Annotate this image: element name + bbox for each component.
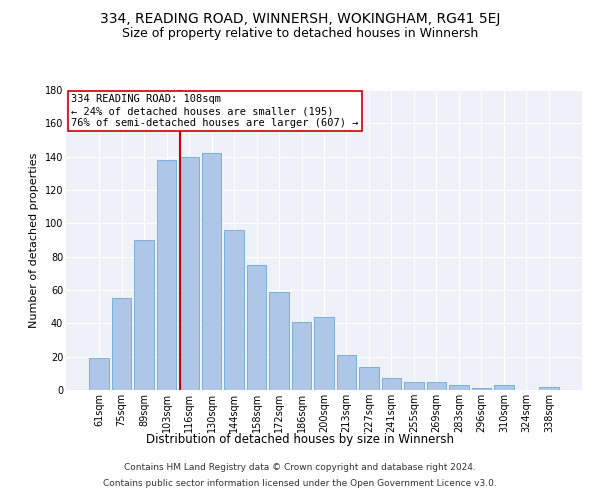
Bar [202,154,221,390]
Bar [449,385,469,390]
Bar [89,358,109,390]
Text: Distribution of detached houses by size in Winnersh: Distribution of detached houses by size … [146,432,454,446]
Bar [427,382,446,390]
Bar [157,160,176,390]
Bar [494,385,514,390]
Bar [337,355,356,390]
Bar [112,298,131,390]
Bar [179,156,199,390]
Y-axis label: Number of detached properties: Number of detached properties [29,152,39,328]
Bar [404,382,424,390]
Text: 334 READING ROAD: 108sqm
← 24% of detached houses are smaller (195)
76% of semi-: 334 READING ROAD: 108sqm ← 24% of detach… [71,94,359,128]
Bar [472,388,491,390]
Bar [314,316,334,390]
Bar [359,366,379,390]
Text: 334, READING ROAD, WINNERSH, WOKINGHAM, RG41 5EJ: 334, READING ROAD, WINNERSH, WOKINGHAM, … [100,12,500,26]
Bar [292,322,311,390]
Bar [382,378,401,390]
Bar [134,240,154,390]
Bar [539,386,559,390]
Text: Size of property relative to detached houses in Winnersh: Size of property relative to detached ho… [122,28,478,40]
Bar [269,292,289,390]
Bar [247,265,266,390]
Text: Contains public sector information licensed under the Open Government Licence v3: Contains public sector information licen… [103,478,497,488]
Text: Contains HM Land Registry data © Crown copyright and database right 2024.: Contains HM Land Registry data © Crown c… [124,464,476,472]
Bar [224,230,244,390]
